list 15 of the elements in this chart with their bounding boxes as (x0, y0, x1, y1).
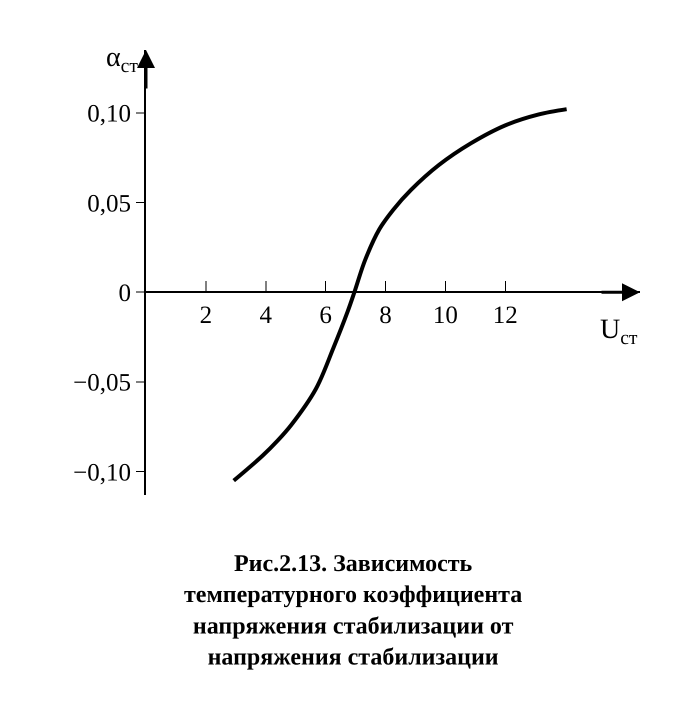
x-tick-label: 8 (379, 302, 392, 330)
y-tick-label: −0,10 (73, 459, 131, 486)
x-axis-title: U$_{ст}$ (600, 314, 638, 349)
line-series (232, 107, 569, 483)
x-tick-label: 2 (200, 302, 212, 330)
y-tick-label: −0,05 (73, 370, 131, 397)
text: Рис.2.13. Зависимость температурного коэффициента напряжения стабилизации от напряжения стабилизации (184, 551, 522, 671)
y-tick-label: 0 (118, 280, 131, 307)
x-tick-label: 6 (319, 302, 332, 330)
x-tick-label: 4 (260, 302, 273, 330)
x-tick-label: 10 (432, 302, 458, 330)
y-tick-label: 0,10 (87, 100, 131, 128)
y-axis-title: α$_{ст}$ (106, 42, 138, 77)
y-tick-label: 0,05 (87, 190, 131, 218)
x-tick-label: 12 (492, 302, 518, 330)
